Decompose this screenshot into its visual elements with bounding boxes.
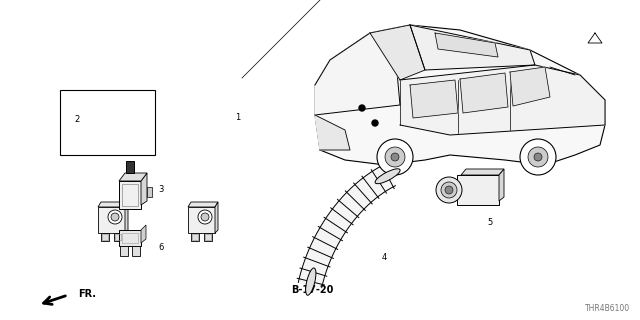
Text: 1: 1 xyxy=(235,114,240,123)
Bar xyxy=(191,233,199,241)
Polygon shape xyxy=(298,164,396,288)
Polygon shape xyxy=(370,25,425,80)
Circle shape xyxy=(528,147,548,167)
Bar xyxy=(205,234,211,240)
Text: 2: 2 xyxy=(75,116,80,124)
Bar xyxy=(454,184,460,196)
Circle shape xyxy=(377,139,413,175)
Circle shape xyxy=(520,139,556,175)
Polygon shape xyxy=(435,33,498,57)
Polygon shape xyxy=(510,67,550,106)
Bar xyxy=(122,233,138,243)
Bar xyxy=(114,233,122,241)
Bar xyxy=(126,161,134,173)
Polygon shape xyxy=(215,202,218,233)
Text: FR.: FR. xyxy=(78,289,96,299)
Bar xyxy=(119,230,141,246)
Circle shape xyxy=(198,210,212,224)
Bar xyxy=(457,175,499,205)
Polygon shape xyxy=(119,173,147,181)
Text: 5: 5 xyxy=(488,218,493,227)
Ellipse shape xyxy=(375,169,400,184)
Circle shape xyxy=(201,213,209,221)
Circle shape xyxy=(436,177,462,203)
Polygon shape xyxy=(188,202,218,207)
Circle shape xyxy=(441,182,457,198)
Bar xyxy=(147,187,152,197)
Polygon shape xyxy=(98,202,128,207)
Ellipse shape xyxy=(306,268,316,295)
Circle shape xyxy=(108,210,122,224)
Bar xyxy=(122,184,138,206)
Circle shape xyxy=(372,120,378,126)
Polygon shape xyxy=(461,169,504,175)
Bar xyxy=(119,181,141,209)
Bar xyxy=(192,234,198,240)
Bar xyxy=(101,233,109,241)
Polygon shape xyxy=(410,25,535,70)
Polygon shape xyxy=(141,225,146,243)
Text: THR4B6100: THR4B6100 xyxy=(585,304,630,313)
Polygon shape xyxy=(499,169,504,201)
Text: 6: 6 xyxy=(158,244,163,252)
Polygon shape xyxy=(410,80,458,118)
Polygon shape xyxy=(315,25,605,165)
Polygon shape xyxy=(141,173,147,205)
Bar xyxy=(132,246,140,256)
Text: B-17-20: B-17-20 xyxy=(291,285,333,295)
Bar xyxy=(102,234,108,240)
Polygon shape xyxy=(125,202,128,233)
Bar xyxy=(120,246,128,256)
Circle shape xyxy=(445,186,453,194)
Polygon shape xyxy=(98,207,125,233)
Text: 4: 4 xyxy=(382,253,387,262)
Bar xyxy=(60,90,155,155)
Polygon shape xyxy=(460,73,508,113)
Polygon shape xyxy=(400,65,605,135)
Circle shape xyxy=(534,153,542,161)
Polygon shape xyxy=(315,115,350,150)
Circle shape xyxy=(111,213,119,221)
Polygon shape xyxy=(315,33,400,115)
Circle shape xyxy=(385,147,405,167)
Circle shape xyxy=(359,105,365,111)
Circle shape xyxy=(391,153,399,161)
Text: 3: 3 xyxy=(158,186,163,195)
Bar xyxy=(115,234,121,240)
Polygon shape xyxy=(188,207,215,233)
Bar xyxy=(204,233,212,241)
